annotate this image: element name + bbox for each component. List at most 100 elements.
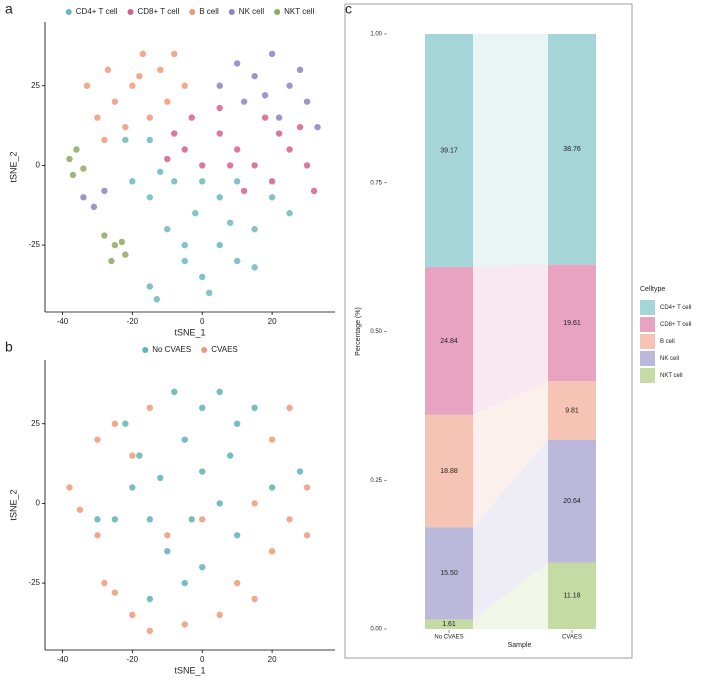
point [66, 484, 73, 491]
point [101, 136, 108, 144]
point [251, 404, 258, 412]
point [216, 104, 223, 112]
y-tick-label: 1.00 [370, 32, 382, 38]
legend-title: Celltype [640, 286, 665, 293]
x-tick-label: 0 [200, 317, 205, 326]
legend-key [640, 317, 655, 332]
x-axis-title: tSNE_1 [174, 327, 205, 337]
point [146, 194, 154, 201]
point [296, 66, 304, 74]
point [94, 114, 101, 121]
point [310, 187, 318, 195]
point [66, 155, 73, 163]
point [171, 178, 178, 185]
point [268, 194, 276, 201]
point [199, 404, 206, 412]
point [181, 257, 188, 265]
point [181, 579, 188, 587]
point [164, 532, 171, 539]
x-tick-label: 20 [268, 655, 277, 664]
point [286, 146, 293, 153]
legend-marker [274, 9, 281, 15]
value-label: 1.61 [442, 621, 456, 628]
legend-marker [65, 9, 72, 15]
legend-label: CD8+ T cell [660, 322, 691, 328]
point [146, 595, 154, 603]
x-tick-label: CVAES [562, 635, 582, 641]
flow [473, 562, 548, 629]
flow [473, 264, 548, 415]
point [73, 146, 80, 153]
point [251, 72, 258, 80]
point [94, 436, 101, 443]
y-tick-label: 0 [36, 161, 41, 170]
point [233, 257, 241, 265]
point [226, 452, 234, 459]
y-tick-label: 0 [36, 499, 41, 508]
legend-marker [189, 9, 196, 15]
x-tick-label: -20 [127, 317, 139, 326]
bar-segment [548, 264, 596, 382]
point [94, 532, 101, 539]
point [216, 611, 223, 619]
flow [473, 34, 548, 268]
point [303, 98, 311, 105]
point [111, 241, 119, 249]
y-tick-label: 0.50 [370, 329, 382, 335]
point [76, 506, 84, 513]
point [199, 162, 206, 169]
point [181, 146, 188, 153]
point [69, 171, 77, 179]
point [111, 589, 119, 596]
point [286, 516, 293, 523]
legend-label: CVAES [211, 345, 238, 354]
point [251, 162, 258, 169]
point [101, 232, 108, 239]
point [171, 388, 178, 396]
legend-label: B cell [199, 7, 219, 16]
legend-label: NK cell [239, 7, 265, 16]
point [268, 436, 276, 443]
value-label: 19.61 [563, 320, 581, 327]
y-tick-label: -25 [28, 578, 40, 587]
point [226, 162, 234, 169]
value-label: 20.64 [563, 498, 581, 505]
point [157, 168, 164, 175]
point [164, 225, 171, 233]
point [233, 532, 241, 539]
point [233, 60, 241, 67]
x-tick-label: No CVAES [434, 635, 463, 641]
point [251, 264, 258, 271]
y-axis-title: tSNE_2 [8, 151, 18, 182]
value-label: 38.76 [563, 146, 581, 153]
point [192, 210, 199, 217]
point [129, 484, 136, 491]
point [129, 611, 136, 619]
point [146, 283, 154, 290]
point [303, 532, 311, 539]
point [157, 474, 164, 482]
point [136, 452, 143, 459]
point [303, 162, 311, 169]
point [164, 98, 171, 105]
y-tick-label: 25 [31, 81, 40, 90]
legend-label: CD8+ T cell [138, 7, 180, 16]
bar-segment [425, 619, 473, 629]
bar-segment [425, 34, 473, 268]
x-tick-label: 20 [268, 317, 277, 326]
bar-segment [548, 34, 596, 265]
point [181, 82, 188, 89]
x-tick-label: -20 [127, 655, 139, 664]
point [199, 178, 206, 185]
point [111, 420, 119, 427]
point [101, 579, 108, 587]
legend-marker [201, 347, 208, 353]
point [83, 82, 91, 89]
y-tick-label: 0.75 [370, 180, 382, 186]
flow [473, 439, 548, 620]
point [216, 130, 223, 137]
legend-label: No CVAES [152, 345, 191, 354]
point [122, 136, 129, 144]
point [251, 595, 258, 603]
point [153, 296, 161, 303]
